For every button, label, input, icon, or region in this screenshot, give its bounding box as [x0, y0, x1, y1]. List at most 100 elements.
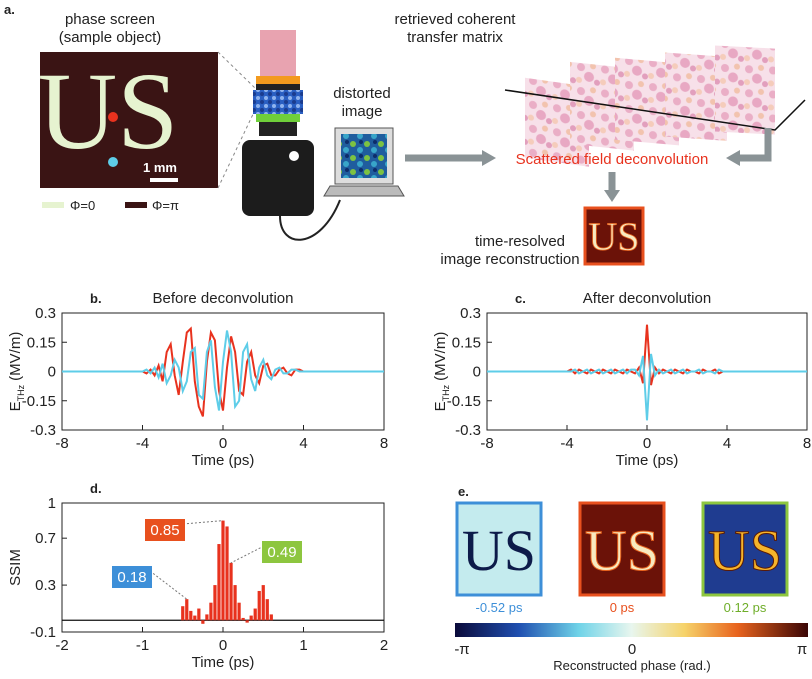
panel-label: d. [90, 481, 102, 496]
blue-point [108, 157, 118, 167]
x-tick-label: -4 [136, 435, 149, 452]
rect [665, 52, 727, 141]
annotation-leader [182, 520, 224, 525]
bar [265, 599, 269, 621]
chart-title: After deconvolution [583, 290, 711, 307]
sample-title: (sample object) [59, 29, 162, 46]
zoom-line [217, 109, 256, 189]
matrix-label: retrieved coherent [395, 11, 517, 28]
annotation-text: 0.49 [267, 544, 296, 561]
matrix-stack [525, 45, 775, 167]
y-tick-label: -0.3 [455, 422, 481, 439]
arrow [738, 128, 772, 162]
x-tick-label: 0 [643, 435, 651, 452]
y-tick-label: 0.3 [460, 305, 481, 322]
x-tick-label: 8 [380, 435, 388, 452]
arrow-head [604, 190, 620, 202]
annotation-text: 0.18 [117, 569, 146, 586]
chart-title: Before deconvolution [153, 290, 294, 307]
y-tick-label: -0.15 [22, 393, 56, 410]
scale-label: 1 mm [143, 160, 177, 175]
bar [205, 614, 209, 621]
x-tick-label: 4 [299, 435, 307, 452]
bar [229, 562, 233, 621]
bar [225, 526, 229, 621]
holder [256, 84, 300, 90]
bar [261, 585, 265, 621]
bar [185, 599, 189, 621]
y-tick-label: -0.3 [30, 422, 56, 439]
data-line [487, 324, 807, 386]
panel-label: c. [515, 291, 526, 306]
legend-label: Φ=π [152, 198, 179, 213]
x-tick-label: -4 [560, 435, 573, 452]
distorted-label: image [342, 103, 383, 120]
y-axis-label-main: E [7, 401, 24, 411]
x-tick-label: 8 [803, 435, 811, 452]
y-axis-label-main: E [432, 401, 449, 411]
zoom-line [217, 51, 256, 89]
annotation-text: 0.85 [150, 522, 179, 539]
x-tick-label: -8 [55, 435, 68, 452]
filter [256, 76, 300, 84]
y-tick-label: 0.3 [35, 577, 56, 594]
bar [257, 590, 261, 621]
y-axis-label-unit: (MV/m) [432, 332, 449, 381]
arrow-head [482, 150, 496, 166]
annotation-box [262, 541, 302, 563]
y-tick-label: 0 [48, 364, 56, 381]
y-tick-label: 0.3 [35, 305, 56, 322]
matrix-label: transfer matrix [407, 29, 503, 46]
sample-title: phase screen [65, 11, 155, 28]
y-tick-label: 0.15 [27, 334, 56, 351]
data-line [62, 330, 384, 411]
colorbar-label: Reconstructed phase (rad.) [553, 658, 711, 673]
bar [233, 585, 237, 621]
bar [253, 608, 257, 621]
colorbar-tick: π [797, 641, 807, 658]
x-tick-label: 0 [219, 637, 227, 654]
y-axis-label-sub: THz [16, 384, 26, 401]
deconvolution-label: Scattered field deconvolution [516, 151, 709, 168]
red-point [108, 112, 118, 122]
phase-image [578, 501, 666, 597]
bar [249, 615, 253, 621]
x-axis-label: Time (ps) [616, 452, 679, 469]
annotation-box [112, 566, 152, 588]
bar [237, 602, 241, 621]
data-line [487, 353, 807, 421]
reconstruction-label: time-resolved [475, 233, 565, 250]
laptop-base [323, 185, 405, 197]
x-tick-label: -1 [136, 637, 149, 654]
bar [181, 606, 185, 621]
y-axis-label-main: SSIM [7, 549, 24, 586]
phase-screen [40, 52, 218, 188]
bar [217, 544, 221, 621]
reconstruction-image [583, 206, 645, 266]
data-line [62, 326, 384, 417]
colorbar-tick: -π [454, 641, 469, 658]
sample-letters: US [38, 50, 179, 172]
phase-image [455, 501, 543, 597]
x-axis-label: Time (ps) [192, 654, 255, 671]
y-axis-label: ETHz (MV/m) [432, 332, 451, 412]
x-axis-label: Time (ps) [192, 452, 255, 469]
phase-image [701, 501, 789, 597]
cable [279, 199, 341, 241]
annotation-box [145, 519, 185, 541]
camera-dot [289, 151, 299, 161]
filter [256, 114, 300, 122]
panel-label: b. [90, 291, 102, 306]
x-tick-label: 1 [299, 637, 307, 654]
bar [193, 615, 197, 621]
bar [201, 620, 205, 624]
bar [221, 520, 225, 621]
x-tick-label: -2 [55, 637, 68, 654]
rect [715, 45, 775, 135]
bar [269, 614, 273, 621]
reconstruction-label: image reconstruction [440, 251, 579, 268]
bar [189, 610, 193, 621]
y-axis-label-unit: (MV/m) [7, 332, 24, 381]
image-letters: US [585, 518, 659, 583]
